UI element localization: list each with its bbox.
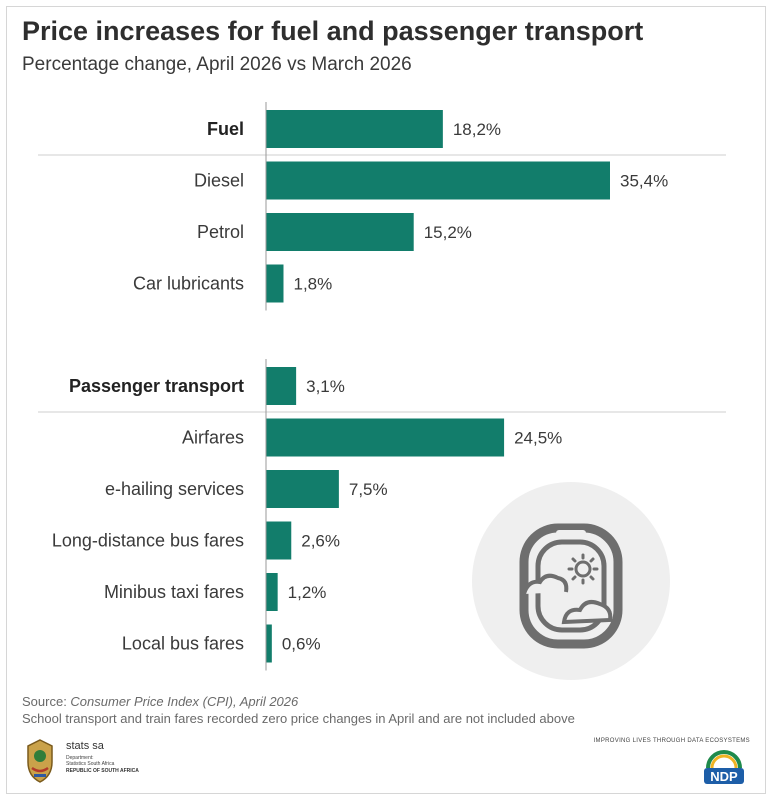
value-label-passenger-transport: 3,1% [306, 377, 345, 396]
category-label-local-bus-fares: Local bus fares [122, 634, 244, 654]
category-label-petrol: Petrol [197, 222, 244, 242]
bar-airfares [266, 418, 505, 457]
category-label-diesel: Diesel [194, 171, 244, 191]
bar-car-lubricants [266, 264, 284, 303]
bar-petrol [266, 213, 414, 251]
brand-name: stats sa [66, 740, 104, 752]
dept-line-2: Statistics South Africa [66, 761, 115, 767]
category-label-airfares: Airfares [182, 428, 244, 448]
value-label-car-lubricants: 1,8% [293, 275, 332, 294]
source-prefix: Source: [22, 694, 71, 709]
category-label-long-distance-bus-fares: Long-distance bus fares [52, 531, 244, 551]
bar-passenger-transport [266, 367, 297, 405]
value-label-long-distance-bus-fares: 2,6% [301, 532, 340, 551]
bar-chart: Fuel 18,2% Diesel 35,4% Petrol 15,2% Car lubri… [38, 102, 726, 671]
republic-label: REPUBLIC OF SOUTH AFRICA [66, 768, 139, 774]
dept-line-1: Department: [66, 755, 94, 761]
category-label-fuel: Fuel [207, 119, 244, 139]
chart-title: Price increases for fuel and passenger t… [22, 16, 644, 46]
bar-minibus-taxi-fares [266, 573, 278, 611]
value-label-local-bus-fares: 0,6% [282, 635, 321, 654]
bar-local-bus-fares [266, 624, 272, 663]
bar-fuel [266, 110, 443, 148]
source-note: Source: Consumer Price Index (CPI), Apri… [22, 694, 298, 709]
ndp-text: NDP [710, 769, 738, 784]
stats-sa-logo: stats sa Department: Statistics South Af… [22, 738, 182, 786]
value-label-diesel: 35,4% [620, 172, 668, 191]
category-label-e-hailing-services: e-hailing services [105, 479, 244, 499]
bar-diesel [266, 161, 610, 200]
bar-long-distance-bus-fares [266, 521, 292, 560]
source-title: Consumer Price Index (CPI), April 2026 [70, 694, 299, 709]
ndp-logo-icon: NDP [702, 750, 746, 786]
airplane-window-icon [472, 482, 670, 680]
value-label-petrol: 15,2% [424, 223, 472, 242]
category-label-car-lubricants: Car lubricants [133, 274, 244, 294]
department-label: Department: Statistics South Africa [66, 755, 176, 767]
category-label-passenger-transport: Passenger transport [69, 376, 244, 396]
bar-e-hailing-services [266, 470, 339, 508]
footnote: School transport and train fares recorde… [22, 711, 575, 726]
chart-subtitle: Percentage change, April 2026 vs March 2… [22, 54, 412, 75]
category-label-minibus-taxi-fares: Minibus taxi fares [104, 582, 244, 602]
tagline: IMPROVING LIVES THROUGH DATA ECOSYSTEMS [593, 738, 750, 744]
value-label-fuel: 18,2% [453, 120, 501, 139]
coat-of-arms-icon [27, 739, 53, 783]
value-label-e-hailing-services: 7,5% [349, 480, 388, 499]
value-label-airfares: 24,5% [514, 429, 562, 448]
value-label-minibus-taxi-fares: 1,2% [288, 583, 327, 602]
